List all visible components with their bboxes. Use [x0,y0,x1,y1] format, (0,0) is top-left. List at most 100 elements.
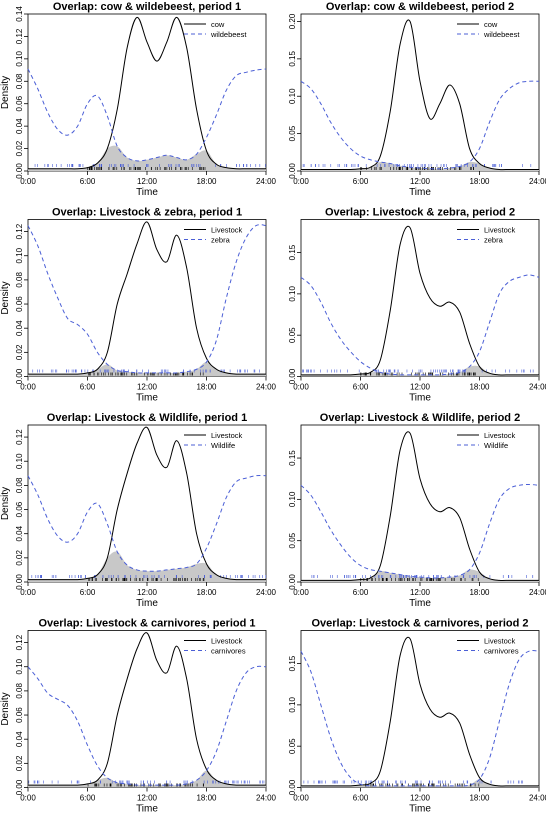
x-tick-label: 18:00 [196,383,217,392]
y-tick-label: 0.05 [288,125,297,141]
chart-title: Overlap: Livestock & Wildlife, period 1 [47,412,247,424]
series-line-livestock [300,636,539,787]
series-line-wildlife [27,475,267,572]
chart-title: Overlap: Livestock & zebra, period 1 [52,207,242,219]
y-tick-label: 0.15 [288,244,297,260]
legend-label-zebra: zebra [484,236,504,245]
series-line-livestock [28,426,266,581]
y-tick-label: 0.02 [15,755,24,771]
x-tick-label: 0:00 [293,177,309,186]
x-tick-label: 18:00 [196,794,217,803]
legend-label-livestock: Livestock [211,431,243,440]
x-tick-label: 18:00 [469,383,490,392]
x-tick-label: 0:00 [293,588,309,597]
x-tick-label: 24:00 [529,794,546,803]
x-tick-label: 18:00 [469,794,490,803]
legend-label-wildlife: Wildlife [211,441,235,450]
y-tick-label: 0.00 [288,163,297,179]
x-tick-label: 18:00 [469,177,490,186]
y-tick-label: 0.12 [15,429,24,445]
y-tick-label: 0.14 [15,6,24,22]
rug-marks [28,780,265,787]
chart-panel-3: Overlap: Livestock & zebra, period 1 0:00… [0,207,277,404]
y-tick-label: 0.00 [15,368,24,384]
x-tick-label: 6:00 [353,794,369,803]
y-tick-label: 0.04 [15,731,24,747]
legend-label-livestock: Livestock [211,637,243,646]
chart-title: Overlap: Livestock & zebra, period 2 [325,207,515,219]
series-line-wildebeest [300,80,540,170]
x-tick-label: 18:00 [196,588,217,597]
x-axis-label: Time [136,804,158,815]
x-tick-label: 12:00 [410,177,431,186]
series-line-cow [28,16,266,170]
overlap-area [28,551,266,582]
rug-marks [34,164,266,170]
overlap-area [28,362,266,377]
x-tick-label: 24:00 [256,794,277,803]
x-tick-label: 18:00 [469,588,490,597]
x-tick-label: 12:00 [137,383,158,392]
legend-label-carnivores: carnivores [211,647,246,656]
rug-marks [302,164,532,170]
legend-label-cow: cow [211,20,225,29]
x-tick-label: 0:00 [293,383,309,392]
x-tick-label: 6:00 [80,177,96,186]
y-tick-label: 0.00 [288,779,297,795]
x-tick-label: 6:00 [353,383,369,392]
y-tick-label: 0.08 [15,683,24,699]
chart-panel-6: Overlap: Livestock & Wildlife, period 2 0… [288,412,546,609]
overlap-area [28,145,266,171]
chart-panel-8: Overlap: Livestock & carnivores, period … [288,618,546,815]
y-axis-label: Density [0,76,11,109]
x-tick-label: 24:00 [256,177,277,186]
y-tick-label: 0.10 [15,658,24,674]
y-axis-label: Density [0,487,11,520]
x-axis-label: Time [409,804,431,815]
x-tick-label: 24:00 [529,177,546,186]
chart-title: Overlap: cow & wildebeest, period 2 [326,1,514,13]
chart-panel-5: Overlap: Livestock & Wildlife, period 1 0… [0,412,277,609]
y-tick-label: 0.12 [15,223,24,239]
y-tick-label: 0.08 [15,272,24,288]
series-line-livestock [300,225,539,376]
y-tick-label: 0.15 [288,51,297,67]
series-line-zebra [300,274,540,376]
legend-label-livestock: Livestock [484,431,516,440]
y-tick-label: 0.05 [288,327,297,343]
legend-label-wildlife: Wildlife [484,441,508,450]
x-axis-label: Time [409,393,431,404]
x-tick-label: 24:00 [256,383,277,392]
y-tick-label: 0.20 [288,13,297,29]
y-tick-label: 0.06 [15,707,24,723]
x-tick-label: 6:00 [80,588,96,597]
y-tick-label: 0.05 [288,738,297,754]
x-tick-label: 0:00 [293,794,309,803]
series-line-livestock [28,632,266,786]
series-line-carnivores [27,665,267,786]
x-tick-label: 6:00 [80,383,96,392]
x-tick-label: 0:00 [20,177,36,186]
y-axis-label: Density [0,692,11,725]
y-tick-label: 0.00 [288,574,297,590]
y-tick-label: 0.02 [15,344,24,360]
y-tick-label: 0.15 [288,450,297,466]
legend-label-wildebeest: wildebeest [210,30,247,39]
x-tick-label: 12:00 [410,794,431,803]
y-axis-label: Density [0,281,11,314]
legend-label-livestock: Livestock [484,637,516,646]
series-line-carnivores [300,650,540,787]
y-tick-label: 0.15 [288,655,297,671]
x-axis-label: Time [409,187,431,198]
chart-panel-7: Overlap: Livestock & carnivores, period … [0,618,277,815]
y-tick-label: 0.04 [15,320,24,336]
y-tick-label: 0.05 [288,532,297,548]
